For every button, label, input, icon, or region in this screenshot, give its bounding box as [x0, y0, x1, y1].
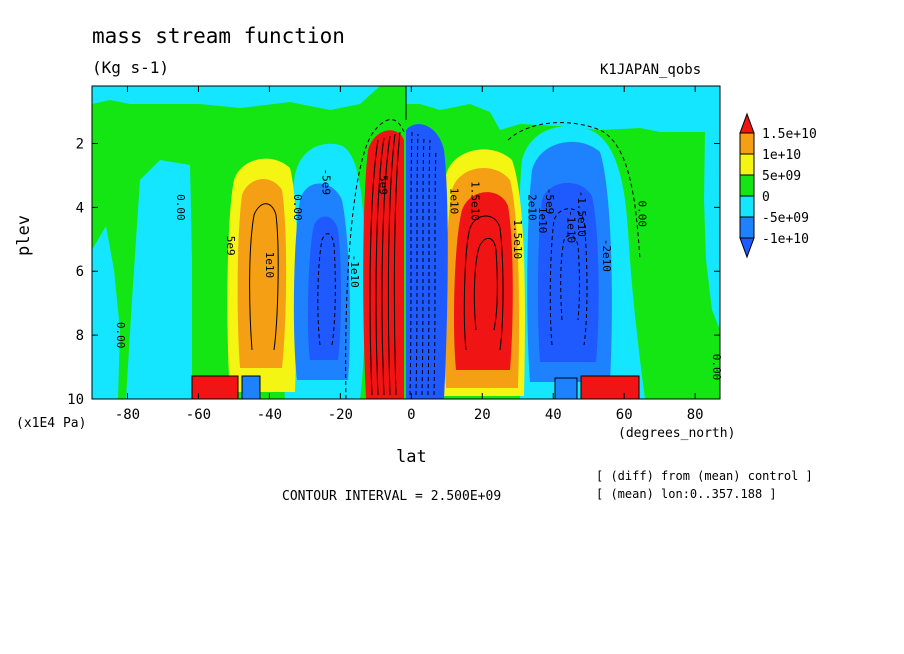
y-tick-label: 2 — [76, 136, 84, 152]
contour-label: -1e10 — [564, 210, 577, 243]
y-tick-label: 8 — [76, 328, 84, 344]
y-tick-label: 10 — [67, 392, 84, 408]
colorbar-swatch — [739, 132, 755, 155]
x-tick-label: 40 — [545, 407, 562, 423]
y-ticks: 2 4 6 8 10 — [67, 136, 720, 408]
contour-label: 5e9 — [224, 236, 237, 256]
contour-label: 1e10 — [536, 207, 549, 234]
dataset-label: K1JAPAN_qobs — [600, 62, 702, 78]
colorbar-swatch — [739, 174, 755, 197]
mean-note: [ (mean) lon:0..357.188 ] — [596, 487, 777, 501]
x-ticks: -80 -60 -40 -20 0 20 40 60 80 — [115, 86, 704, 423]
plot-frame — [91, 85, 721, 400]
topography-block — [191, 375, 239, 399]
topography-block — [241, 375, 261, 399]
field-pos-south-orange — [237, 179, 287, 368]
contour-labels: 0.00 0.00 5e9 1e10 0.00 -5e9 -1e10 5e9 1e10 1.5e1… — [114, 169, 723, 381]
x-axis-unit: (degrees_north) — [618, 426, 736, 441]
field-neg-north-darkblue — [537, 182, 599, 362]
contour-label: 2e10 — [525, 194, 538, 221]
field-neg-north — [704, 132, 720, 330]
colorbar-label: 5e+09 — [762, 169, 801, 184]
colorbar-legend: 1.5e+10 1e+10 5e+09 0 -5e+09 -1e+10 — [739, 112, 817, 259]
x-tick-label: -60 — [186, 407, 211, 423]
colorbar-label: -1e+10 — [762, 232, 809, 247]
field-pos-equator — [363, 130, 404, 399]
colorbar-swatch — [739, 153, 755, 176]
equator-contours — [369, 131, 437, 396]
x-tick-label: -40 — [257, 407, 282, 423]
contour-label: 0.00 — [710, 354, 723, 381]
plot-area — [92, 86, 720, 399]
y-tick-label: 6 — [76, 264, 84, 280]
field-neg-south-darkblue — [307, 216, 341, 360]
x-tick-label: 20 — [474, 407, 491, 423]
contour-label: -1.5e10 — [575, 191, 588, 237]
contour-label: -1e10 — [348, 255, 361, 288]
colorbar-bottom-triangle — [739, 237, 755, 259]
contour-label: -5e9 — [543, 188, 556, 215]
field-neg-equator — [406, 124, 448, 399]
contour-label: 0.00 — [174, 194, 187, 221]
contour-label: 0.00 — [291, 194, 304, 221]
x-tick-label: 60 — [616, 407, 633, 423]
colorbar-label: -5e+09 — [762, 211, 809, 226]
colorbar-label: 0 — [762, 190, 770, 205]
contour-label: 1e10 — [263, 252, 276, 279]
field-neg-south-mid — [126, 160, 192, 399]
contour-interval: CONTOUR INTERVAL = 2.500E+09 — [282, 489, 502, 504]
field-neg-southpole — [92, 226, 120, 399]
cell-contours — [249, 119, 641, 399]
x-tick-label: 0 — [407, 407, 415, 423]
colorbar-swatch — [739, 195, 755, 218]
contour-label: 1e10 — [447, 188, 460, 215]
y-tick-label: 4 — [76, 200, 84, 216]
chart-units: (Kg s-1) — [92, 58, 170, 77]
topography-block — [580, 375, 640, 399]
topography-block — [554, 377, 578, 399]
colorbar-label: 1.5e+10 — [762, 127, 817, 142]
contour-label: -5e9 — [320, 169, 333, 196]
field-pos-north-red — [454, 192, 513, 370]
contour-label: 5e9 — [376, 175, 389, 195]
x-tick-label: -80 — [115, 407, 140, 423]
chart-title: mass stream function — [92, 24, 345, 48]
diff-note: [ (diff) from (mean) control ] — [596, 469, 813, 483]
x-tick-label: -20 — [328, 407, 353, 423]
field-neg-top — [92, 86, 720, 132]
contour-label: 0.00 — [635, 201, 648, 228]
contour-label: 1.5e10 — [511, 219, 524, 259]
colorbar-swatch — [739, 216, 755, 239]
contour-label: 1.5e10 — [469, 181, 482, 221]
colorbar-label: 1e+10 — [762, 148, 801, 163]
y-axis-unit: (x1E4 Pa) — [16, 416, 87, 431]
colorbar-top-triangle — [739, 112, 755, 134]
x-axis-label: lat — [396, 447, 427, 467]
contour-label: 0.00 — [114, 322, 127, 349]
x-tick-label: 80 — [687, 407, 704, 423]
contour-label: -2e10 — [600, 239, 613, 272]
